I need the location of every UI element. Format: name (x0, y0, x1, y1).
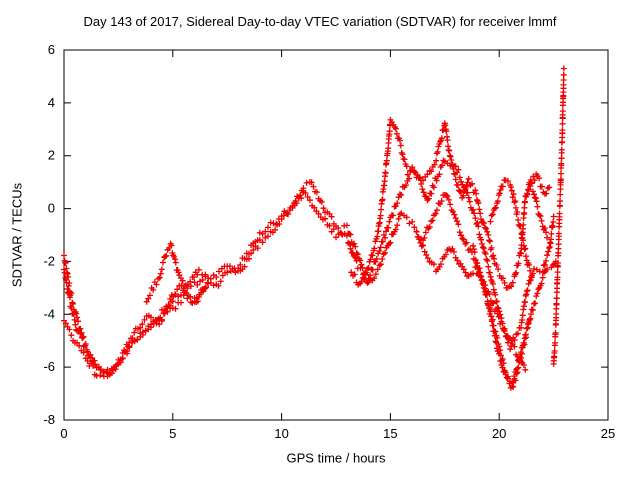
y-tick-label: 6 (48, 42, 55, 57)
data-series-track-10 (524, 171, 553, 198)
y-axis-title: SDTVAR / TECUs (9, 182, 25, 288)
data-series-track-7 (487, 177, 535, 281)
y-tick-label: 4 (48, 95, 55, 110)
data-series-track-5 (550, 65, 567, 367)
x-axis-title: GPS time / hours (286, 450, 386, 466)
chart-title: Day 143 of 2017, Sidereal Day-to-day VTE… (83, 14, 557, 29)
data-series-track-3 (348, 116, 551, 291)
plot-border (63, 49, 609, 421)
data-series-track-9 (413, 228, 529, 373)
x-tick-label: 15 (383, 426, 397, 441)
x-tick-label: 25 (601, 426, 615, 441)
x-tick-label: 5 (169, 426, 176, 441)
y-tick-label: -2 (43, 253, 55, 268)
y-tick-label: -4 (43, 306, 55, 321)
x-tick-label: 0 (60, 426, 67, 441)
y-tick-label: 2 (48, 148, 55, 163)
data-series-track-6 (143, 240, 209, 305)
y-tick-label: -6 (43, 359, 55, 374)
data-series-track-8 (61, 266, 211, 377)
x-tick-label: 10 (274, 426, 288, 441)
y-tick-label: 0 (48, 201, 55, 216)
x-tick-label: 20 (492, 426, 506, 441)
data-series-track-2 (61, 189, 533, 386)
y-tick-label: -8 (43, 412, 55, 427)
